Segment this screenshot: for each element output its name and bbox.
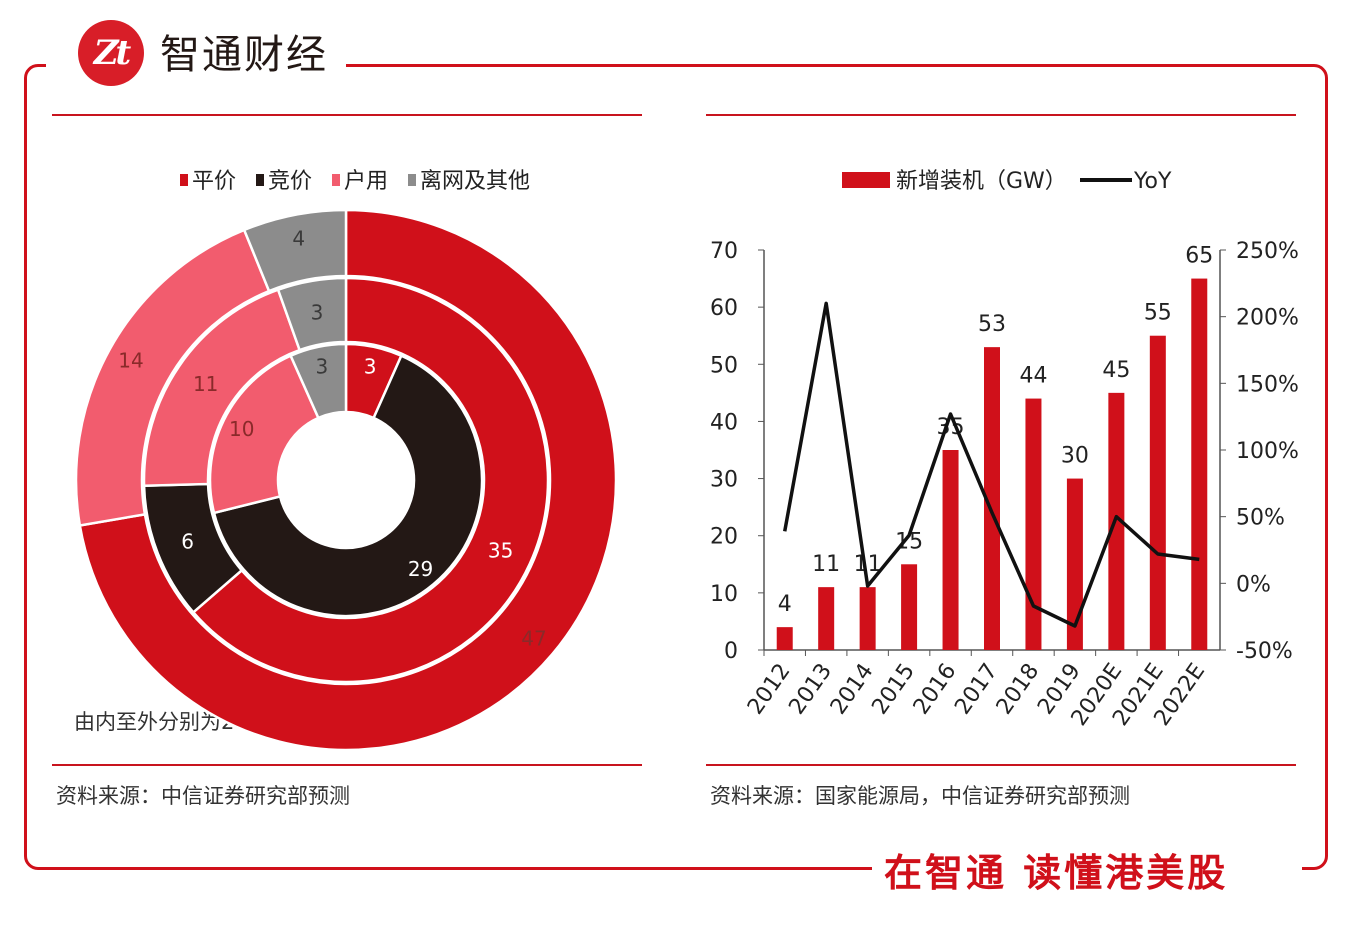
donut-label-2020-2: 10 <box>229 417 254 441</box>
donut-slice-2022-3 <box>242 208 348 293</box>
left-tick-label-30: 30 <box>710 468 738 493</box>
left-tick-label-70: 70 <box>710 239 738 264</box>
left-tick-label-60: 60 <box>710 296 738 321</box>
bar-2021E <box>1149 335 1166 650</box>
x-tick-label-2018: 2018 <box>992 659 1045 719</box>
donut-label-2021-3: 3 <box>311 300 324 324</box>
left-bottom-rule <box>52 764 642 766</box>
donut-label-2020-0: 3 <box>364 355 377 379</box>
bar-2019 <box>1066 478 1083 650</box>
legend-line-label: YoY <box>1133 169 1172 194</box>
bar-2022E <box>1191 278 1208 650</box>
bar-2015 <box>901 564 918 650</box>
donut-legend: 平价 竞价 户用 离网及其他 <box>180 169 530 194</box>
donut-label-2020-3: 3 <box>316 355 329 379</box>
right-tick-label-1: 0% <box>1236 572 1271 597</box>
x-tick-label-2012: 2012 <box>743 659 796 719</box>
footer-slogan: 在智通 读懂港美股 <box>884 851 1229 895</box>
yoy-line <box>783 301 1200 628</box>
report-frame <box>24 64 1328 870</box>
donut-slice-2020-1 <box>212 354 484 618</box>
legend-label-3: 离网及其他 <box>420 169 530 194</box>
left-tick-label-40: 40 <box>710 410 738 435</box>
x-tick-label-2014: 2014 <box>826 659 879 719</box>
bar-label-2017: 53 <box>978 312 1006 337</box>
legend-swatch-2 <box>332 174 340 186</box>
legend-swatch-3 <box>408 174 416 186</box>
right-tick-label-2: 50% <box>1236 506 1285 531</box>
x-tick-label-2015: 2015 <box>867 659 920 719</box>
donut-label-2020-1: 29 <box>408 557 433 581</box>
legend-bar-label: 新增装机（GW） <box>896 169 1067 194</box>
donut-slice-2021-0 <box>191 276 550 684</box>
donut-label-2022-2: 14 <box>118 348 143 372</box>
x-tick-label-2013: 2013 <box>784 659 837 719</box>
donut-label-2021-1: 6 <box>181 530 194 554</box>
bar-2018 <box>1025 398 1042 650</box>
right-tick-label-6: 250% <box>1236 239 1299 264</box>
donut-chart: 平价 竞价 户用 离网及其他 3 29 10 3 35 6 11 3 47 14 4 <box>74 169 618 752</box>
bar-label-2020E: 45 <box>1102 358 1130 383</box>
brand-name: 智通财经 <box>160 32 328 78</box>
bar-2013 <box>818 587 835 650</box>
right-tick-label-4: 150% <box>1236 372 1299 397</box>
donut-slice-2022-0 <box>78 208 618 752</box>
bar-2017 <box>984 347 1000 650</box>
right-tick-label-0: -50% <box>1236 639 1293 664</box>
right-source-note: 资料来源：国家能源局，中信证券研究部预测 <box>710 784 1130 808</box>
right-top-rule <box>706 114 1296 116</box>
bar-2016 <box>942 450 959 650</box>
legend-swatch-1 <box>256 174 264 186</box>
donut-label-2022-0: 47 <box>521 627 546 651</box>
x-tick-label-2016: 2016 <box>909 659 962 719</box>
left-source-note: 资料来源：中信证券研究部预测 <box>56 784 350 808</box>
donut-slice-2020-3 <box>289 342 348 420</box>
legend-swatch-0 <box>180 174 188 186</box>
right-tick-label-5: 200% <box>1236 306 1299 331</box>
legend-label-0: 平价 <box>192 169 236 194</box>
donut-label-2022-3: 4 <box>292 227 305 251</box>
right-bottom-rule <box>706 764 1296 766</box>
legend-label-1: 竞价 <box>268 169 312 194</box>
x-tick-label-2017: 2017 <box>950 659 1003 719</box>
legend-bar-swatch <box>842 172 890 188</box>
bar-2012 <box>776 627 793 650</box>
bar-2014 <box>859 587 876 650</box>
left-tick-label-20: 20 <box>710 525 738 550</box>
bar-label-2012: 4 <box>778 592 792 617</box>
legend-label-2: 户用 <box>344 169 388 194</box>
left-tick-label-0: 0 <box>724 639 738 664</box>
left-top-rule <box>52 114 642 116</box>
bar-label-2013: 11 <box>812 552 840 577</box>
donut-label-2021-2: 11 <box>193 372 218 396</box>
bar-label-2019: 30 <box>1061 444 1089 469</box>
right-tick-label-3: 100% <box>1236 439 1299 464</box>
left-tick-label-50: 50 <box>710 353 738 378</box>
donut-slice-2021-3 <box>276 276 348 352</box>
brand-logo: Zt <box>78 20 144 86</box>
bar-line-chart: 新增装机（GW） YoY 0 10 20 30 40 50 60 70 -50% 0% 50% 100% 1… <box>710 169 1299 731</box>
bar-label-2018: 44 <box>1019 364 1047 389</box>
donut-label-2021-0: 35 <box>488 539 513 563</box>
bar-label-2022E: 65 <box>1185 244 1213 269</box>
donut-slice-2020-2 <box>208 354 320 515</box>
bar-label-2021E: 55 <box>1144 301 1172 326</box>
slogan-backdrop <box>872 846 1302 898</box>
left-tick-label-10: 10 <box>710 582 738 607</box>
